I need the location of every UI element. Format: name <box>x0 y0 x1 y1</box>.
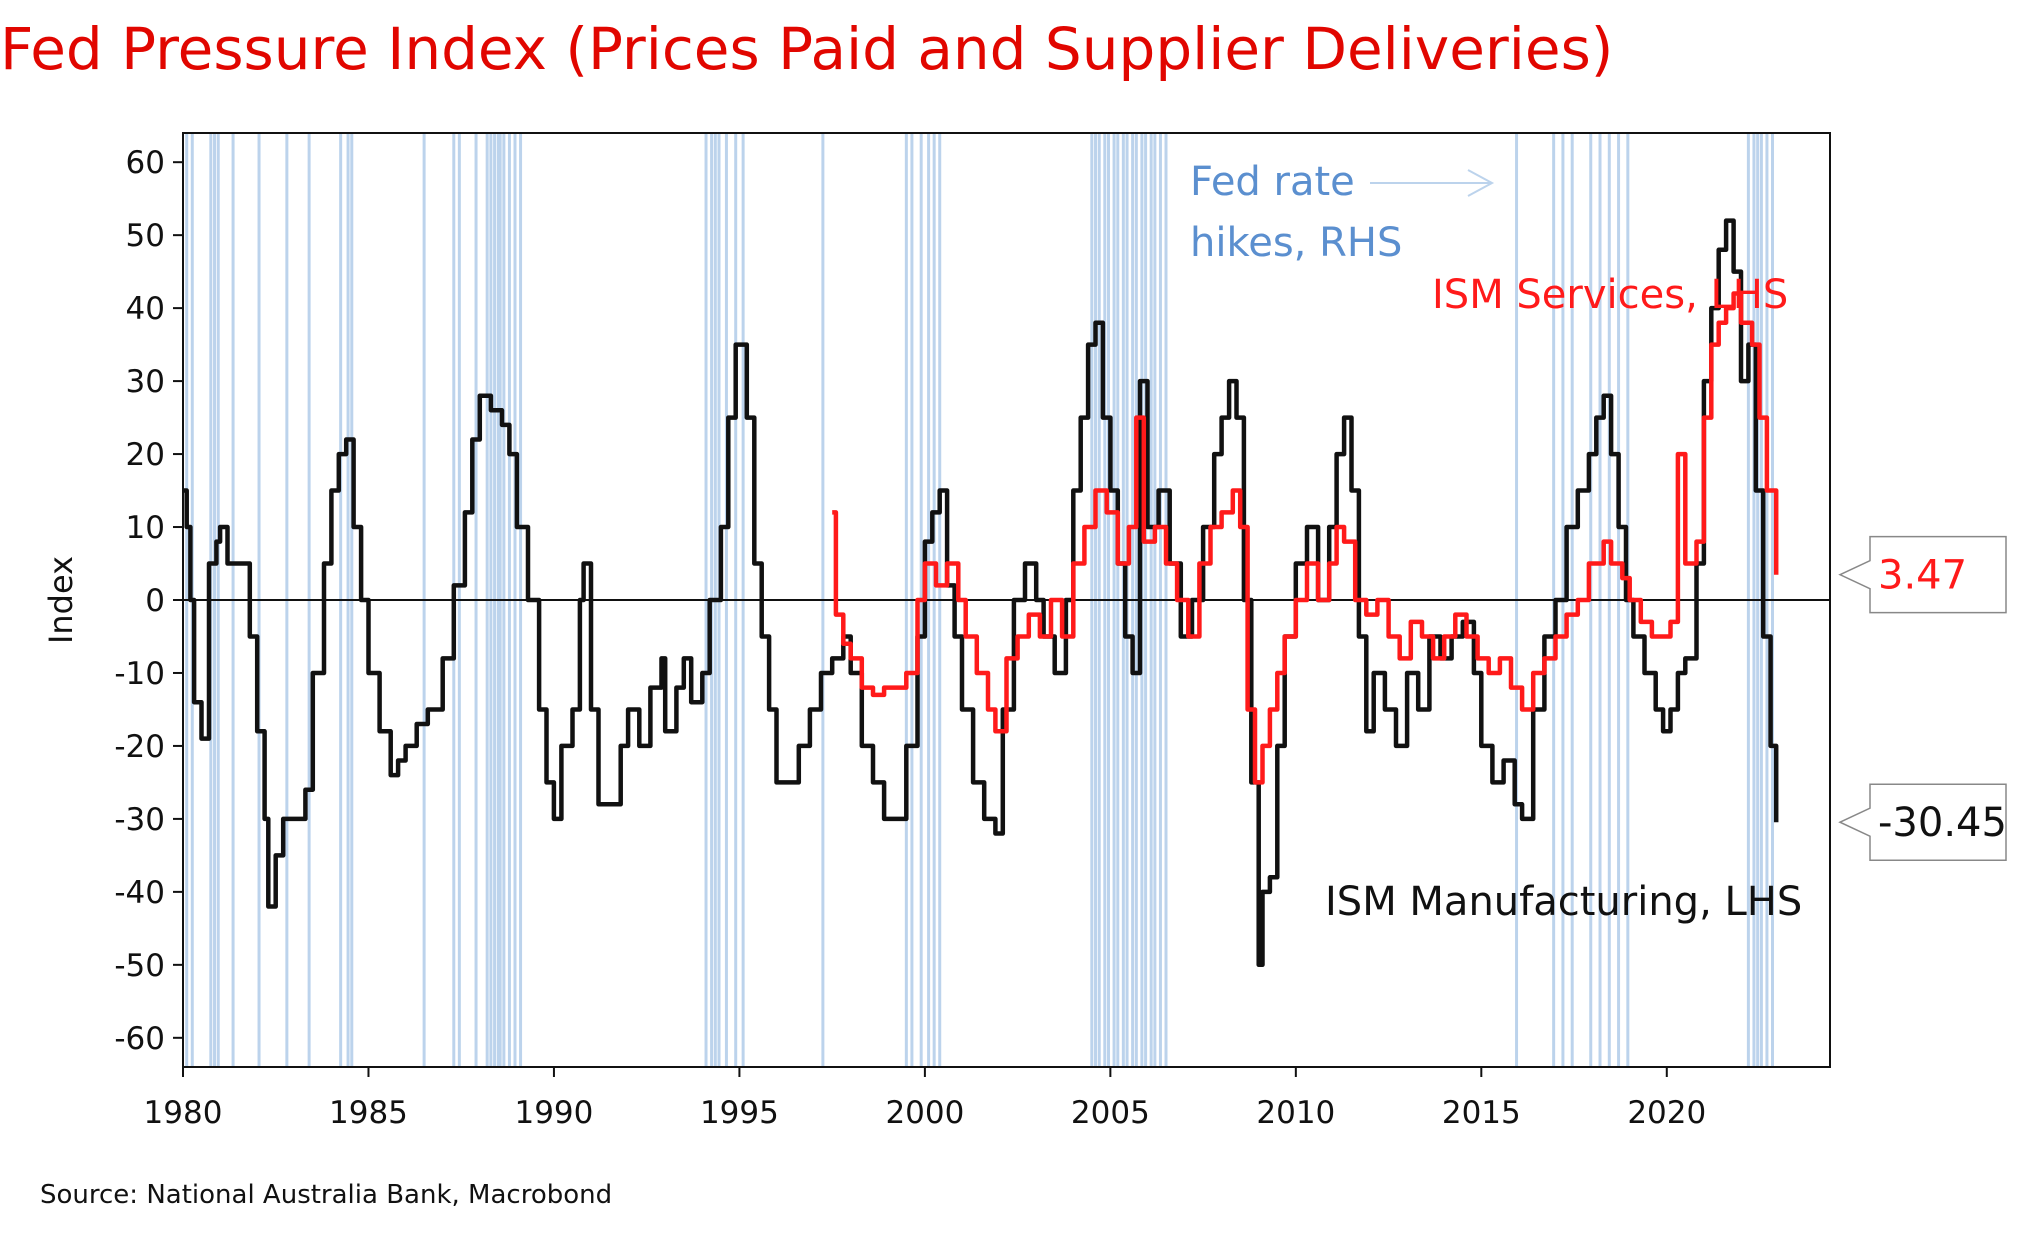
y-tick-label: 30 <box>126 364 165 400</box>
y-tick-label: -40 <box>114 875 165 911</box>
y-axis-label: Index <box>42 556 80 644</box>
callout-box <box>1838 783 2007 861</box>
fed-hikes-arrow <box>1467 169 1495 197</box>
series-line-ism-manufacturing <box>183 218 1779 968</box>
y-tick-label: 20 <box>126 437 165 473</box>
y-tick-label: 10 <box>126 510 165 546</box>
series-line-ism-services <box>832 291 1779 785</box>
y-tick-label: 40 <box>126 291 165 327</box>
fed-hikes-label: hikes, RHS <box>1190 220 1402 266</box>
x-tick-label: 1985 <box>329 1095 408 1131</box>
y-tick-label: -20 <box>114 729 165 765</box>
y-tick-label: -30 <box>114 802 165 838</box>
x-tick-label: 2015 <box>1442 1095 1521 1131</box>
fed-hikes-label: Fed rate <box>1190 159 1355 205</box>
manufacturing-last-value-callout: -30.45 <box>1838 783 2007 861</box>
callout-value: 3.47 <box>1878 553 1967 599</box>
x-tick-label: 2010 <box>1256 1095 1335 1131</box>
y-tick-label: -60 <box>114 1021 165 1057</box>
y-tick-label: 0 <box>145 583 165 619</box>
callout-box <box>1838 535 2007 614</box>
x-tick-label: 1980 <box>144 1095 223 1131</box>
y-tick-label: 60 <box>126 145 165 181</box>
x-tick-label: 1995 <box>700 1095 779 1131</box>
y-tick-label: -10 <box>114 656 165 692</box>
source-note: Source: National Australia Bank, Macrobo… <box>40 1180 613 1210</box>
ism-manufacturing-label: ISM Manufacturing, LHS <box>1325 879 1802 925</box>
series-lines <box>183 218 1779 968</box>
services-last-value-callout: 3.47 <box>1838 535 2007 614</box>
chart-title: Fed Pressure Index (Prices Paid and Supp… <box>0 15 1614 83</box>
x-tick-label: 2000 <box>885 1095 964 1131</box>
y-tick-label: 50 <box>126 218 165 254</box>
x-tick-label: 2020 <box>1627 1095 1706 1131</box>
ism-services-label: ISM Services, LHS <box>1432 272 1788 318</box>
x-tick-label: 2005 <box>1071 1095 1150 1131</box>
x-tick-label: 1990 <box>514 1095 593 1131</box>
y-tick-label: -50 <box>114 948 165 984</box>
callout-value: -30.45 <box>1878 800 2007 846</box>
annotations: Fed rate hikes, RHS ISM Services, LHS ISM M… <box>1190 159 2007 925</box>
